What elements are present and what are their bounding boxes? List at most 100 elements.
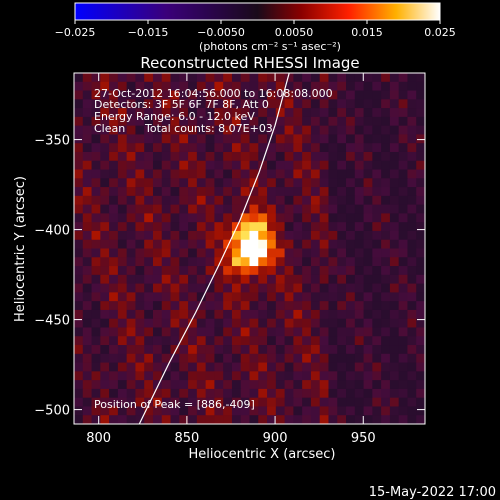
heatmap-cell [188, 301, 198, 311]
heatmap-cell [161, 415, 172, 424]
heatmap-cell [354, 318, 365, 329]
heatmap-cell [389, 151, 400, 162]
heatmap-cell [407, 90, 417, 100]
heatmap-cell [407, 99, 417, 109]
heatmap-cell [196, 195, 207, 206]
heatmap-cell [91, 73, 101, 83]
heatmap-cell [196, 248, 207, 258]
heatmap-cell [82, 239, 93, 250]
heatmap-cell [152, 274, 163, 285]
heatmap-cell [398, 222, 409, 232]
heatmap-cell [231, 195, 242, 206]
heatmap-cell [407, 292, 417, 302]
heatmap-cell [161, 397, 172, 408]
heatmap-cell [161, 266, 172, 276]
heatmap-cell [275, 353, 286, 364]
heatmap-cell [100, 380, 110, 390]
heatmap-cell [275, 151, 286, 162]
heatmap-cell [161, 178, 172, 188]
heatmap-cell [354, 406, 365, 416]
heatmap-cell [161, 116, 172, 127]
heatmap-cell [82, 195, 93, 206]
heatmap-cell [416, 178, 425, 188]
heatmap-cell [135, 134, 145, 144]
heatmap-cell [117, 336, 128, 346]
heatmap-cell [196, 406, 207, 416]
heatmap-cell [205, 160, 216, 171]
heatmap-cell [135, 301, 145, 311]
heatmap-cell [144, 380, 154, 390]
heatmap-cell [249, 230, 259, 241]
heatmap-cell [205, 274, 216, 285]
heatmap-cell [258, 125, 268, 136]
heatmap-cell [161, 151, 172, 162]
heatmap-cell [302, 309, 312, 320]
heatmap-cell [188, 274, 198, 285]
heatmap-cell [407, 406, 417, 416]
heatmap-cell [363, 309, 373, 320]
heatmap-cell [389, 345, 400, 355]
heatmap-cell [240, 90, 251, 100]
heatmap-cell [223, 301, 233, 311]
heatmap-cell [319, 90, 330, 100]
heatmap-cell [302, 292, 312, 302]
heatmap-cell [231, 283, 242, 293]
heatmap-cell [310, 116, 321, 127]
heatmap-cell [74, 230, 84, 241]
heatmap-cell [126, 73, 137, 83]
heatmap-cell [346, 125, 356, 136]
heatmap-cell [126, 116, 137, 127]
heatmap-cell [109, 143, 119, 153]
heatmap-cell [74, 143, 84, 153]
heatmap-cell [346, 406, 356, 416]
heatmap-cell [144, 125, 154, 136]
heatmap-cell [117, 257, 128, 267]
heatmap-cell [284, 187, 294, 197]
heatmap-cell [346, 248, 356, 258]
heatmap-cell [179, 187, 189, 197]
heatmap-cell [82, 125, 93, 136]
plot-frame [73, 72, 426, 425]
colorbar-units-label: (photons cm⁻² s⁻¹ asec⁻²) [199, 40, 341, 53]
heatmap-cell [389, 160, 400, 171]
heatmap-cell [223, 230, 233, 241]
heatmap-cell [328, 116, 338, 127]
heatmap-cell [293, 397, 303, 408]
heatmap-cell [389, 362, 400, 372]
heatmap-cell [214, 362, 224, 372]
heatmap-cell [310, 99, 321, 109]
heatmap-cell [214, 388, 224, 399]
heatmap-cell [249, 406, 259, 416]
heatmap-cell [214, 73, 224, 83]
heatmap-cell [109, 160, 119, 171]
heatmap-cell [275, 415, 286, 424]
heatmap-cell [135, 213, 145, 223]
heatmap-cell [152, 239, 163, 250]
heatmap-cell [82, 248, 93, 258]
heatmap-cell [109, 388, 119, 399]
heatmap-cell [249, 222, 259, 232]
heatmap-cell [346, 283, 356, 293]
heatmap-cell [179, 204, 189, 215]
heatmap-cell [240, 178, 251, 188]
heatmap-cell [144, 195, 154, 206]
heatmap-cell [109, 380, 119, 390]
heatmap-cell [363, 266, 373, 276]
heatmap-cell [407, 151, 417, 162]
heatmap-cell [91, 81, 101, 92]
heatmap-cell [100, 195, 110, 206]
heatmap-cell [346, 116, 356, 127]
heatmap-cell [144, 388, 154, 399]
heatmap-cell [363, 353, 373, 364]
heatmap-cell [310, 336, 321, 346]
heatmap-cell [109, 274, 119, 285]
heatmap-cell [196, 239, 207, 250]
heatmap-cell [258, 169, 268, 179]
heatmap-cell [91, 151, 101, 162]
heatmap-cell [416, 230, 425, 241]
heatmap-cell [82, 160, 93, 171]
heatmap-cell [161, 380, 172, 390]
heatmap-cell [126, 222, 137, 232]
heatmap-cell [205, 213, 216, 223]
heatmap-cell [135, 81, 145, 92]
